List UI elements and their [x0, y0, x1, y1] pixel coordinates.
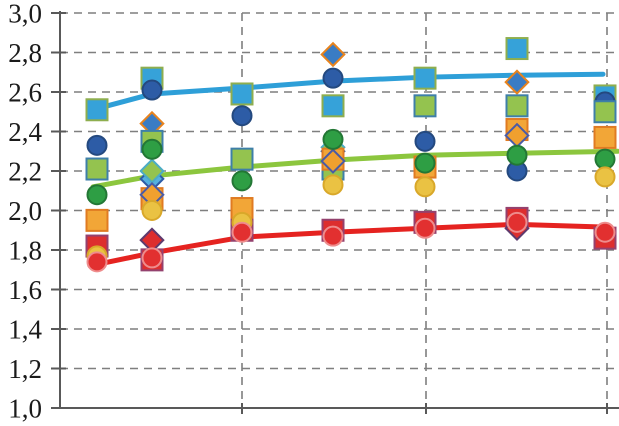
y-axis-label: 2,4: [8, 117, 42, 147]
red-trend-line: [87, 221, 613, 269]
orange-diamond-marker: [139, 181, 165, 208]
red-circle-marker: [86, 251, 108, 273]
red-circle-marker: [594, 221, 616, 243]
cyan-square-marker: [413, 66, 437, 90]
yellow-circle-marker: [141, 200, 163, 221]
blue-diamond-marker: [504, 69, 530, 95]
orange-square-marker: [593, 125, 617, 149]
blue-circle-marker: [141, 79, 163, 101]
blue-circle-marker: [414, 130, 436, 152]
red-circle-marker: [231, 221, 253, 243]
red-circle-marker: [506, 211, 528, 233]
green-square-marker: [230, 147, 254, 171]
y-axis-label: 2,2: [8, 156, 42, 186]
blue-diamond-marker: [320, 41, 346, 68]
yellow-circle-marker: [414, 176, 436, 198]
red-circle-marker: [322, 225, 344, 247]
green-square-marker: [85, 157, 109, 181]
orange-diamond-marker: [504, 122, 530, 149]
cyan-square-marker: [321, 94, 345, 118]
green-circle-marker: [141, 138, 163, 160]
green-trend-line: [90, 148, 619, 190]
cyan-square-marker: [85, 98, 109, 122]
yellow-circle-marker: [594, 166, 616, 188]
green-diamond-marker: [139, 158, 165, 184]
y-axis-label: 2,6: [8, 77, 42, 107]
y-axis-label: 1,0: [8, 393, 42, 423]
red-circle-marker: [414, 217, 436, 239]
green-square-marker: [505, 94, 529, 118]
orange-diamond-marker: [320, 148, 346, 174]
green-circle-marker: [414, 152, 436, 174]
green-circle-marker: [594, 148, 616, 170]
blue-circle-marker: [322, 67, 344, 89]
yellow-circle-marker: [322, 174, 344, 196]
red-circle-marker: [141, 247, 163, 269]
green-circle-marker: [322, 128, 344, 150]
blue-circle-marker: [231, 105, 253, 127]
green-circle-marker: [231, 170, 253, 192]
blue-circle-marker: [86, 134, 108, 156]
cyan-square-marker: [230, 82, 254, 106]
y-axis-label: 3,0: [8, 0, 42, 28]
green-square-marker: [413, 94, 437, 118]
green-square-marker: [593, 100, 617, 124]
y-axis-label: 1,4: [8, 314, 42, 344]
red-diamond-marker: [139, 227, 165, 253]
y-axis-label: 2,8: [8, 38, 42, 68]
orange-square-marker: [85, 208, 109, 232]
y-axis-label: 1,2: [8, 354, 42, 384]
y-axis-label: 1,8: [8, 235, 42, 265]
green-circle-marker: [86, 184, 108, 206]
y-axis-label: 2,0: [8, 196, 42, 226]
green-circle-marker: [506, 144, 528, 166]
cyan-square-marker: [505, 37, 529, 61]
blue-diamond-marker: [139, 110, 165, 137]
y-axis-label: 1,6: [8, 275, 42, 305]
